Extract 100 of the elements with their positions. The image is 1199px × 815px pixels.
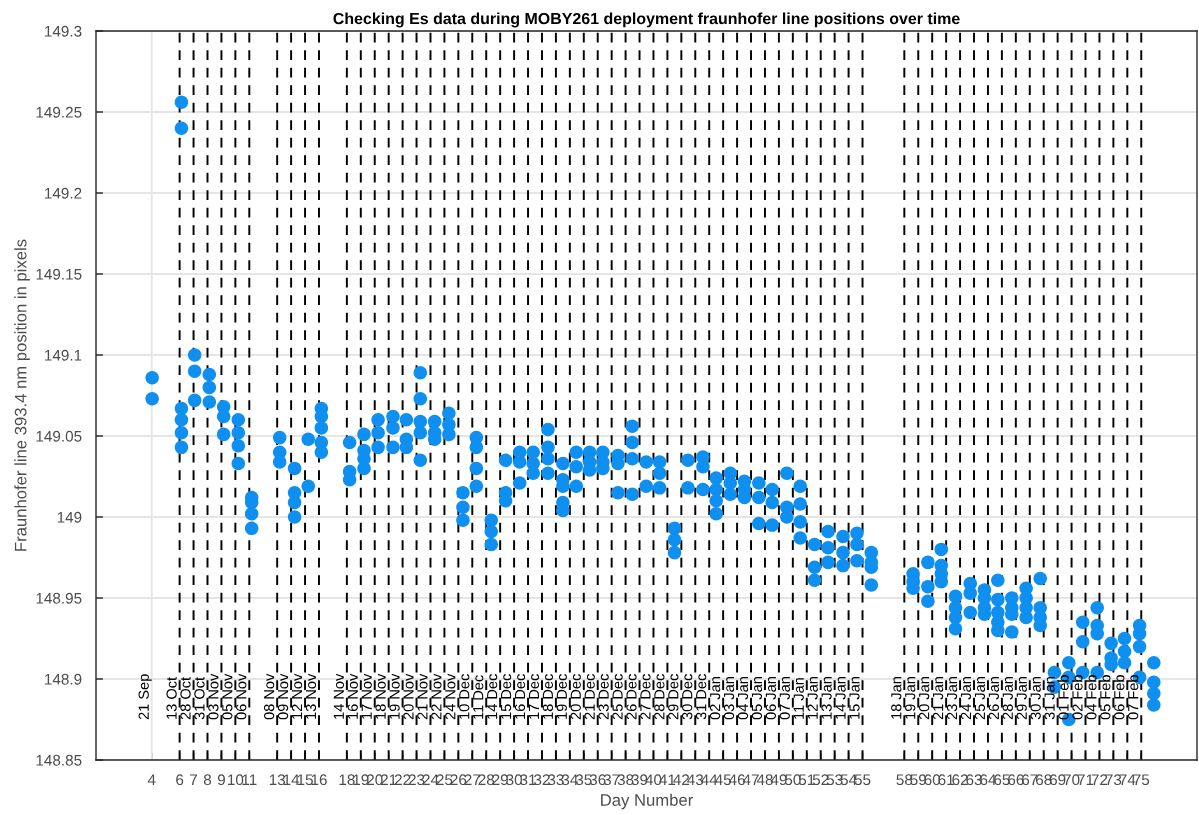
x-tick-label: 60: [924, 774, 941, 786]
ref-line-label: 02 Feb: [1071, 675, 1083, 720]
x-tick-label: 30: [506, 774, 522, 786]
ref-line-label: 03 Nov: [208, 673, 219, 720]
x-tick-label: 43: [687, 774, 704, 786]
ref-line-label: 20 Nov: [403, 673, 414, 720]
ref-line-label: 26 Jan: [988, 677, 999, 720]
ref-line-label: 16 Nov: [347, 673, 358, 719]
ref-line-label: 25 Jan: [974, 677, 986, 720]
ref-line-label: 26 Dec: [626, 674, 637, 720]
ref-line-label: 09 Nov: [277, 673, 289, 720]
x-axis-title: Day Number: [601, 793, 693, 810]
ref-line-label: 18 Dec: [542, 674, 554, 719]
x-tick-label: 36: [589, 774, 606, 786]
ref-line-label: 05 Feb: [1099, 675, 1111, 720]
ref-line-label: 29 Jan: [1016, 677, 1027, 720]
ref-line-label: 14 Nov: [333, 673, 344, 719]
x-tick-label: 33: [548, 774, 564, 786]
x-tick-label: 62: [952, 774, 968, 786]
ref-line-label: 10 Dec: [459, 674, 470, 719]
ref-line-label: 21 Sep: [138, 674, 152, 720]
x-tick-label: 70: [1063, 774, 1080, 786]
x-tick-label: 22: [394, 774, 411, 785]
ref-line-label: 24 Nov: [445, 673, 456, 720]
x-tick-label: 67: [1022, 774, 1038, 786]
ref-line-label: 05 Nov: [222, 673, 233, 720]
y-tick-label: 149.05: [36, 430, 82, 442]
y-tick-label: 148.9: [45, 673, 82, 685]
y-tick-label: 149.2: [45, 187, 82, 199]
x-tick-label: 55: [854, 774, 871, 786]
ref-line-label: 17 Nov: [361, 673, 372, 719]
ref-line-label: 13 Jan: [821, 677, 832, 719]
x-tick-label: 58: [896, 774, 913, 786]
ref-line-label: 14 Jan: [835, 677, 846, 719]
x-tick-label: 19: [353, 774, 369, 786]
ref-line-label: 25 Dec: [612, 674, 623, 720]
ref-line-label: 12 Nov: [291, 673, 303, 719]
ref-line-label: 13 Oct: [166, 677, 177, 719]
x-tick-label: 65: [994, 774, 1010, 786]
chart-title: Checking Es data during MOBY261 deployment fraunhofer line positions over time: [333, 12, 960, 28]
x-tick-label: 9: [217, 774, 225, 786]
x-tick-label: 20: [367, 774, 383, 786]
x-tick-label: 7: [190, 774, 198, 785]
x-tick-label: 27: [464, 774, 481, 785]
x-tick-label: 34: [561, 774, 578, 786]
y-tick-label: 149: [57, 511, 82, 523]
ref-line-label: 28 Dec: [654, 674, 665, 720]
x-tick-label: 15: [297, 774, 313, 786]
ref-line-label: 27 Dec: [640, 674, 651, 720]
ref-line-label: 04 Jan: [737, 677, 749, 720]
x-tick-label: 6: [176, 774, 184, 786]
ref-line-label: 15 Dec: [501, 674, 512, 719]
x-tick-label: 29: [492, 774, 508, 786]
x-tick-label: 71: [1077, 774, 1094, 785]
ref-line-label: 02 Jan: [709, 677, 721, 720]
x-tick-label: 69: [1049, 774, 1066, 786]
x-tick-label: 31: [520, 774, 536, 786]
x-tick-label: 32: [534, 774, 550, 786]
x-tick-label: 64: [980, 774, 996, 786]
ref-line-label: 30 Jan: [1030, 677, 1041, 720]
y-tick-label: 148.95: [36, 592, 82, 604]
ref-line-label: 23 Dec: [598, 674, 609, 720]
ref-line-label: 30 Dec: [682, 674, 693, 720]
ref-line-label: 29 Dec: [668, 674, 679, 720]
x-tick-label: 54: [840, 774, 857, 786]
x-tick-label: 47: [742, 774, 759, 785]
x-tick-label: 44: [701, 774, 718, 785]
ref-line-label: 16 Dec: [514, 674, 526, 719]
y-tick-label: 149.25: [36, 106, 82, 118]
ref-line-label: 18 Nov: [375, 673, 386, 719]
ref-line-label: 12 Jan: [807, 677, 818, 719]
x-tick-label: 16: [311, 774, 327, 786]
ref-line-label: 23 Jan: [946, 677, 958, 720]
x-tick-label: 53: [826, 774, 843, 786]
ref-line-label: 28 Jan: [1002, 677, 1013, 720]
x-tick-label: 8: [203, 774, 212, 786]
y-tick-label: 149.1: [45, 349, 82, 361]
x-tick-label: 66: [1008, 774, 1024, 786]
y-tick-label: 149.15: [36, 268, 82, 280]
x-tick-label: 51: [798, 774, 815, 786]
ref-line-label: 06 Jan: [765, 677, 777, 720]
x-tick-label: 13: [269, 774, 285, 786]
ref-line-label: 17 Dec: [528, 674, 540, 719]
ref-line-label: 07 Jan: [779, 677, 790, 720]
ref-line-label: 31 Dec: [696, 674, 707, 720]
x-tick-label: 14: [283, 774, 300, 785]
x-tick-label: 18: [339, 774, 355, 786]
ref-line-label: 03 Jan: [723, 677, 735, 720]
x-tick-label: 35: [575, 774, 592, 786]
ref-line-label: 06 Nov: [236, 673, 247, 720]
ref-line-label: 14 Dec: [487, 674, 498, 719]
ref-line-label: 19 Dec: [556, 674, 567, 719]
x-tick-label: 4: [147, 774, 156, 785]
ref-line-label: 11 Jan: [793, 678, 804, 719]
x-tick-label: 28: [478, 774, 495, 786]
ref-line-label: 04 Feb: [1085, 675, 1097, 720]
ref-line-label: 31 Jan: [1044, 677, 1055, 720]
y-axis-title: Fraunhofer line 393.4 nm position in pixels: [14, 239, 30, 551]
ref-line-label: 28 Oct: [180, 677, 191, 720]
ref-line-label: 19 Nov: [389, 673, 400, 719]
